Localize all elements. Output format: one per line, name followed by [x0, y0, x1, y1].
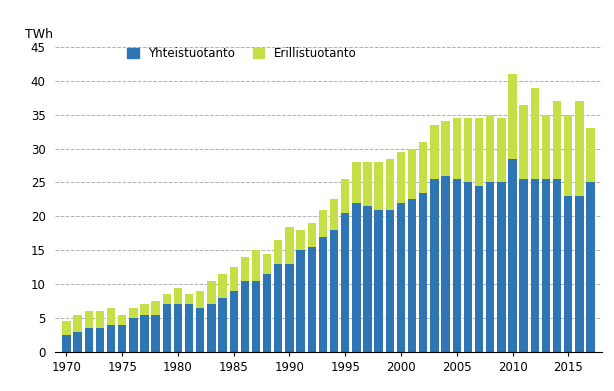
Bar — [252, 250, 260, 281]
Bar — [475, 118, 483, 186]
Bar — [352, 203, 360, 352]
Bar — [375, 162, 383, 210]
Bar — [308, 247, 316, 352]
Bar — [129, 318, 138, 352]
Bar — [163, 294, 171, 305]
Bar — [375, 210, 383, 352]
Bar — [62, 321, 71, 335]
Bar — [230, 267, 238, 291]
Bar — [196, 291, 204, 308]
Bar — [85, 328, 93, 352]
Bar — [96, 311, 104, 328]
Bar — [297, 230, 305, 250]
Bar — [419, 142, 427, 193]
Bar — [85, 311, 93, 328]
Bar — [464, 183, 472, 352]
Bar — [152, 315, 160, 352]
Bar — [363, 162, 371, 206]
Bar — [140, 315, 149, 352]
Bar — [297, 250, 305, 352]
Bar — [174, 287, 182, 305]
Bar — [62, 335, 71, 352]
Bar — [107, 308, 115, 325]
Bar — [519, 179, 528, 352]
Bar — [252, 281, 260, 352]
Bar — [263, 254, 271, 274]
Bar — [497, 183, 505, 352]
Bar — [185, 294, 193, 305]
Bar — [397, 152, 405, 203]
Bar — [553, 179, 561, 352]
Bar — [453, 179, 461, 352]
Bar — [241, 281, 249, 352]
Bar — [140, 305, 149, 315]
Bar — [464, 118, 472, 183]
Bar — [530, 88, 539, 179]
Bar — [230, 291, 238, 352]
Bar — [386, 159, 394, 210]
Bar — [274, 264, 282, 352]
Bar — [441, 176, 450, 352]
Bar — [185, 305, 193, 352]
Bar — [330, 199, 338, 230]
Text: TWh: TWh — [25, 28, 53, 41]
Bar — [408, 199, 416, 352]
Bar — [129, 308, 138, 318]
Bar — [586, 128, 595, 183]
Bar — [96, 328, 104, 352]
Bar — [430, 125, 438, 179]
Bar — [553, 101, 561, 179]
Bar — [74, 332, 82, 352]
Bar — [519, 104, 528, 179]
Bar — [118, 315, 126, 325]
Bar — [118, 325, 126, 352]
Bar — [475, 186, 483, 352]
Bar — [386, 210, 394, 352]
Bar — [408, 149, 416, 199]
Bar — [430, 179, 438, 352]
Bar — [207, 281, 216, 305]
Bar — [542, 179, 550, 352]
Bar — [542, 115, 550, 179]
Bar — [107, 325, 115, 352]
Bar — [286, 264, 293, 352]
Bar — [508, 159, 517, 352]
Bar — [575, 101, 583, 196]
Bar — [564, 115, 572, 196]
Bar — [564, 196, 572, 352]
Bar — [219, 298, 227, 352]
Bar — [319, 210, 327, 237]
Bar — [497, 118, 505, 183]
Bar — [174, 305, 182, 352]
Legend: Yhteistuotanto, Erillistuotanto: Yhteistuotanto, Erillistuotanto — [126, 47, 357, 60]
Bar — [508, 74, 517, 159]
Bar — [453, 118, 461, 179]
Bar — [341, 213, 349, 352]
Bar — [486, 183, 494, 352]
Bar — [441, 122, 450, 176]
Bar — [241, 257, 249, 281]
Bar — [586, 183, 595, 352]
Bar — [219, 274, 227, 298]
Bar — [74, 315, 82, 332]
Bar — [530, 179, 539, 352]
Bar — [397, 203, 405, 352]
Bar — [196, 308, 204, 352]
Bar — [152, 301, 160, 315]
Bar — [274, 240, 282, 264]
Bar — [341, 179, 349, 213]
Bar — [319, 237, 327, 352]
Bar — [363, 206, 371, 352]
Bar — [163, 305, 171, 352]
Bar — [352, 162, 360, 203]
Bar — [330, 230, 338, 352]
Bar — [419, 193, 427, 352]
Bar — [486, 115, 494, 183]
Bar — [308, 223, 316, 247]
Bar — [575, 196, 583, 352]
Bar — [286, 226, 293, 264]
Bar — [263, 274, 271, 352]
Bar — [207, 305, 216, 352]
